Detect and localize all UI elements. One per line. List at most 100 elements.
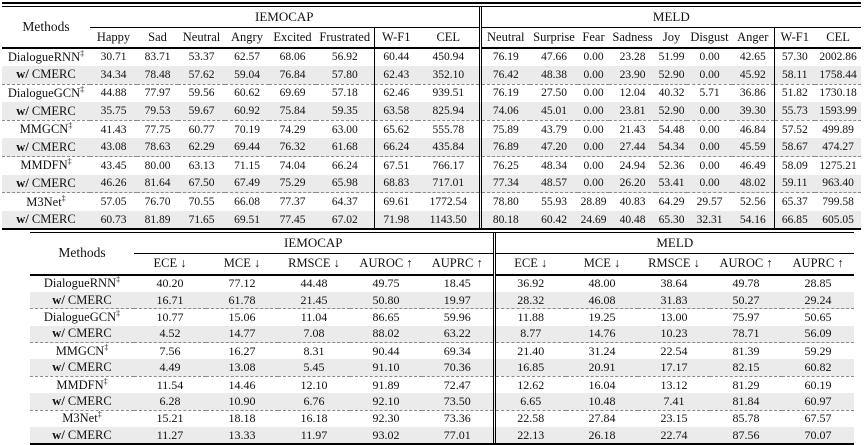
value-cell: 18.18	[206, 409, 278, 428]
value-cell: 60.19	[782, 375, 855, 394]
value-cell: 0.00	[687, 138, 733, 157]
method-name: DialogueRNN	[43, 276, 117, 291]
table-row: DialogueGCN‡ 44.88 77.97 59.56 60.62 69.69 57.…	[2, 83, 862, 103]
value-cell: 0.00	[687, 174, 733, 193]
value-cell: 42.65	[732, 47, 775, 67]
value-cell: 80.00	[137, 156, 178, 175]
value-cell: 45.59	[732, 138, 775, 157]
value-cell: 74.04	[269, 156, 316, 175]
value-cell: 71.65	[178, 210, 225, 229]
method-cell: w/ CMERC	[2, 138, 90, 157]
method-name: CMERC	[64, 393, 112, 408]
value-cell: 63.58	[374, 102, 418, 121]
method-prefix: w/	[52, 326, 65, 341]
value-cell: 5.71	[687, 83, 733, 103]
value-cell: 28.89	[578, 192, 610, 211]
value-cell: 6.28	[134, 393, 206, 411]
value-cell: 11.54	[134, 375, 206, 394]
value-cell: 59.56	[178, 83, 225, 103]
value-cell: 10.90	[206, 393, 278, 411]
value-cell: 59.67	[178, 102, 225, 121]
value-cell: 46.08	[566, 291, 639, 309]
value-cell: 78.48	[137, 66, 178, 85]
value-cell: 77.45	[269, 210, 316, 229]
table-row: DialogueRNN‡ 30.71 83.71 53.37 62.57 68.06 56.…	[2, 47, 861, 67]
value-cell: 64.37	[316, 192, 375, 211]
value-cell: 50.80	[350, 291, 422, 309]
value-cell: 74.29	[269, 119, 316, 139]
value-cell: 0.00	[687, 102, 733, 121]
value-cell: 75.84	[269, 102, 316, 121]
value-cell: 29.24	[782, 291, 855, 309]
table-row: M3Net‡ 15.21 18.18 16.18 92.30 73.36 22.58 27.8…	[30, 409, 855, 428]
value-cell: 0.00	[578, 156, 610, 175]
value-cell: 36.92	[517, 276, 545, 291]
table-row: w/ CMERC 46.26 81.64 67.50 67.49 75.29 65.98 68…	[2, 174, 862, 193]
value-cell: 22.74	[638, 427, 711, 444]
value-cell: 1772.54	[418, 192, 482, 211]
value-cell: 7.41	[638, 393, 711, 411]
value-cell: 67.57	[782, 409, 855, 428]
value-cell: 12.62	[494, 375, 567, 394]
value-cell: 799.58	[815, 192, 862, 211]
value-cell: 27.44	[609, 138, 657, 157]
value-cell: 717.01	[418, 174, 482, 193]
value-cell: 14.77	[206, 325, 278, 343]
value-cell: 79.53	[137, 102, 178, 121]
value-cell: 22.13	[494, 427, 567, 444]
value-cell: 61.68	[316, 138, 375, 157]
value-cell: 23.15	[638, 409, 711, 428]
value-cell: 60.92	[225, 102, 269, 121]
method-cell: DialogueGCN‡	[2, 83, 90, 103]
value-cell: 26.18	[566, 427, 639, 444]
value-cell: 78.63	[137, 138, 178, 157]
table-top-rule-inner	[30, 231, 854, 233]
value-cell: 474.27	[815, 138, 862, 157]
value-cell: 70.55	[178, 192, 225, 211]
value-cell: 65.98	[316, 174, 375, 193]
value-cell: 75.97	[710, 308, 783, 326]
col-header: Sadness	[609, 27, 657, 49]
value-cell: 48.00	[588, 276, 616, 291]
value-cell: 23.81	[609, 102, 657, 121]
value-cell: 65.37	[774, 192, 816, 211]
table-top-rule-inner	[2, 5, 861, 7]
value-cell: 0.00	[578, 66, 610, 85]
method-cell: w/ CMERC	[2, 174, 90, 193]
method-prefix: w/	[16, 67, 29, 82]
table-row: w/ CMERC 16.71 61.78 21.45 50.80 19.97 28.32 46…	[30, 291, 855, 309]
value-cell: 60.97	[782, 393, 855, 411]
value-cell: 77.01	[422, 427, 496, 444]
value-cell: 1730.18	[815, 83, 862, 103]
value-cell: 2002.86	[819, 51, 857, 64]
value-cell: 48.57	[530, 174, 579, 193]
value-cell: 0.00	[687, 156, 733, 175]
value-cell: 40.83	[609, 192, 657, 211]
double-dagger-mark: ‡	[116, 308, 121, 318]
value-cell: 69.61	[374, 192, 418, 211]
col-header: Frustrated	[316, 27, 375, 49]
value-cell: 4.52	[134, 325, 206, 343]
value-cell: 4.49	[134, 359, 206, 377]
value-cell: 76.42	[480, 66, 531, 85]
table-row: w/ CMERC 34.34 78.48 57.62 59.04 76.84 57.80 62…	[2, 66, 862, 85]
value-cell: 6.76	[278, 393, 350, 411]
value-cell: 48.02	[732, 174, 775, 193]
value-cell: 91.10	[350, 359, 422, 377]
col-header: AUROC ↑	[710, 253, 783, 276]
value-cell: 46.49	[732, 156, 775, 175]
value-cell: 5.45	[278, 359, 350, 377]
value-cell: 88.02	[350, 325, 422, 343]
value-cell: 54.48	[656, 119, 688, 139]
value-cell: 11.97	[278, 427, 350, 444]
value-cell: 77.37	[269, 192, 316, 211]
col-header: CEL	[418, 27, 482, 49]
col-header: RMSCE ↓	[638, 253, 711, 276]
value-cell: 67.49	[225, 174, 269, 193]
value-cell: 24.94	[609, 156, 657, 175]
table-top-rule	[2, 2, 861, 4]
value-cell: 73.36	[422, 409, 496, 428]
value-cell: 10.48	[566, 393, 639, 411]
method-cell: DialogueGCN‡	[30, 308, 134, 326]
value-cell: 27.84	[566, 409, 639, 428]
